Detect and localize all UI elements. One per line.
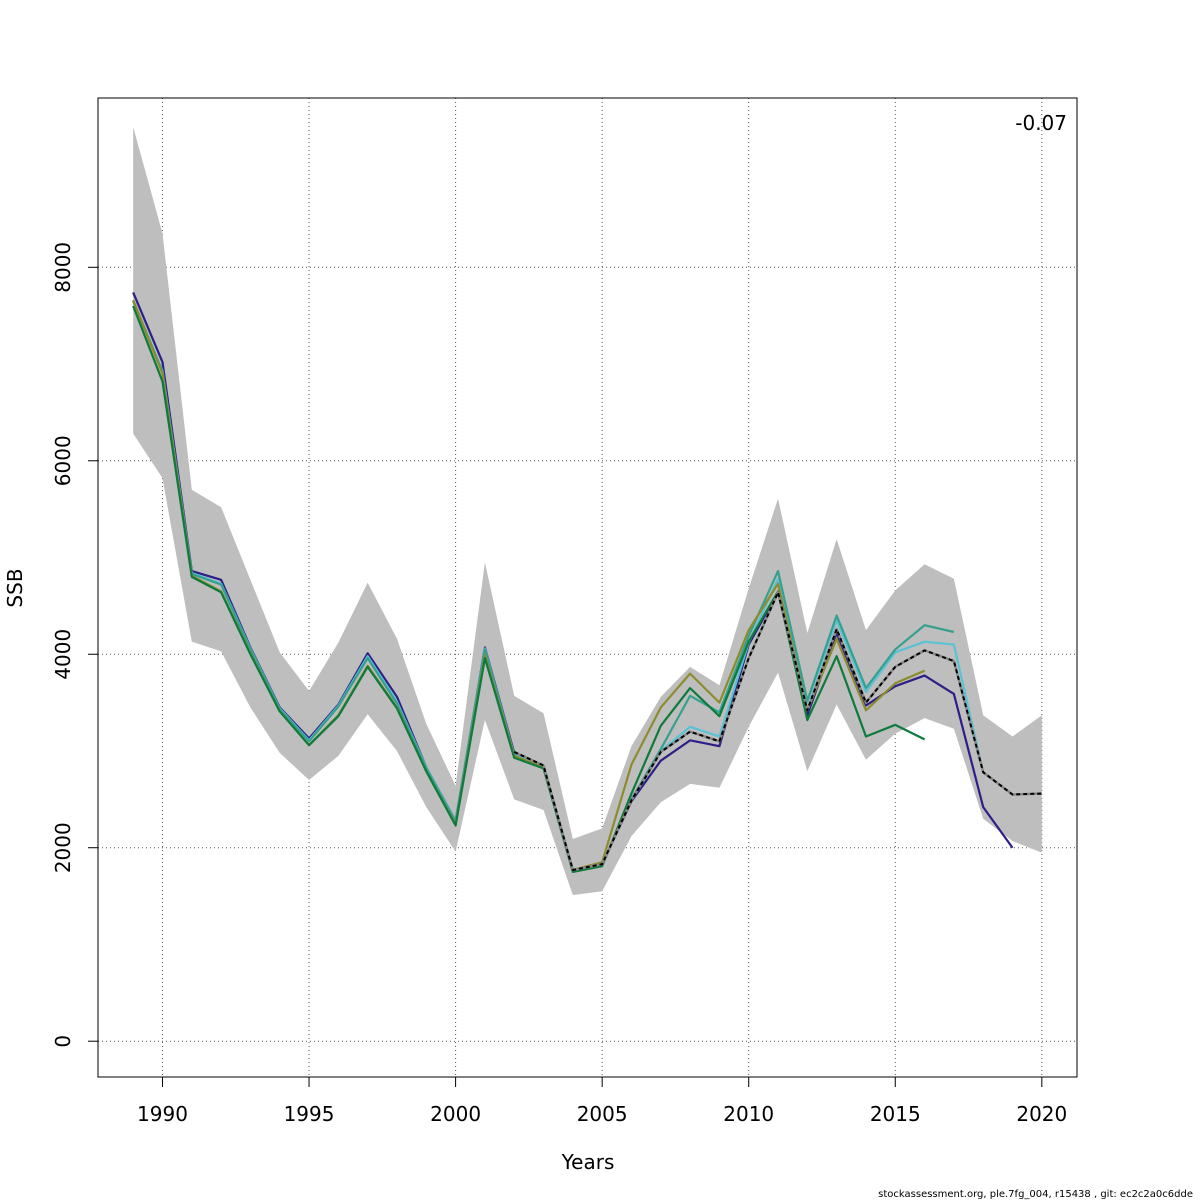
x-tick-label-2015: 2015 [870,1102,921,1126]
y-tick-label-0: 0 [51,1035,75,1048]
x-tick-label-2010: 2010 [723,1102,774,1126]
y-tick-label-6000: 6000 [51,435,75,486]
y-tick-label-4000: 4000 [51,629,75,680]
plot-frame [97,97,1078,1078]
confidence-band-layer [133,127,1042,896]
x-tick-label-2005: 2005 [577,1102,628,1126]
x-axis-title: Years [561,1150,615,1174]
x-tick-label-2000: 2000 [430,1102,481,1126]
x-tick-label-1990: 1990 [137,1102,188,1126]
confidence-band [133,127,1042,896]
series-lines-layer [132,292,1042,874]
series-line-0 [132,292,1014,872]
x-tick-label-2020: 2020 [1016,1102,1067,1126]
mohns-rho-annotation: -0.07 [1015,111,1067,135]
series-line-5 [513,591,1042,871]
y-axis-title: SSB [3,568,27,607]
x-tick-label-1995: 1995 [284,1102,335,1126]
y-tick-label-8000: 8000 [51,242,75,293]
footer-credit: stockassessment.org, ple.7fg_004, r15438… [878,1189,1193,1200]
axes: 1990 1995 2000 2005 2010 2015 2020 0 2000 4000 600… [51,97,1078,1126]
y-tick-label-2000: 2000 [51,822,75,873]
